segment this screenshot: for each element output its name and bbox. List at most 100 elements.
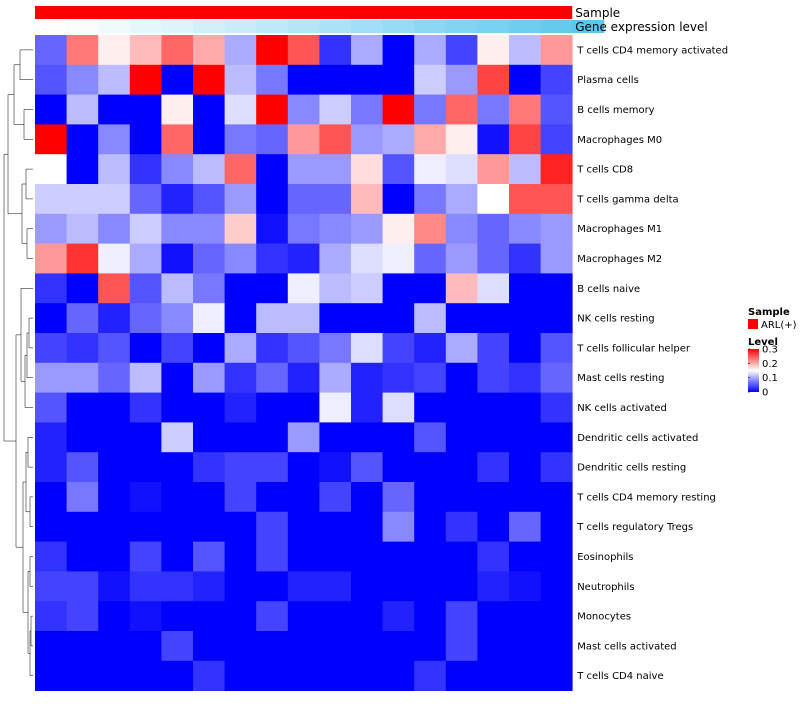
heatmap-cell [66, 94, 99, 125]
heatmap-cell [382, 482, 415, 513]
heatmap-cell [445, 273, 478, 304]
heatmap-cell [540, 482, 573, 513]
heatmap-cell [35, 511, 67, 542]
heatmap-cell [382, 35, 415, 66]
dendrogram-branch [15, 334, 23, 548]
row-label: Eosinophils [577, 552, 633, 563]
heatmap-cell [319, 154, 352, 185]
heatmap-cell [193, 452, 225, 483]
heatmap-cell [287, 64, 320, 95]
heatmap-cell [445, 362, 478, 393]
heatmap-cell [414, 601, 447, 632]
heatmap-cell [540, 273, 573, 304]
heatmap-cell [445, 243, 478, 274]
heatmap-cell [414, 452, 447, 483]
heatmap-cell [351, 273, 383, 304]
heatmap-cell [161, 124, 194, 155]
heatmap-cell [382, 64, 415, 95]
heatmap-cell [509, 511, 541, 542]
heatmap-cell [161, 541, 194, 572]
heatmap-cell [98, 333, 131, 364]
heatmap-cell [287, 303, 320, 334]
heatmap-cell [98, 422, 131, 453]
heatmap-cell [351, 303, 383, 334]
heatmap-cell [224, 35, 257, 66]
heatmap-cell [35, 660, 67, 691]
heatmap-cell [161, 94, 194, 125]
heatmap-cell [256, 511, 289, 542]
heatmap-cell [477, 243, 510, 274]
heatmap-cell [256, 243, 289, 274]
heatmap-cell [161, 35, 194, 66]
heatmap-cell [224, 154, 257, 185]
heatmap-cell [319, 184, 352, 215]
heatmap-cell [256, 273, 289, 304]
heatmap-cell [540, 511, 573, 542]
heatmap-cell [98, 452, 131, 483]
heatmap-cell [351, 124, 383, 155]
heatmap-cell [66, 631, 99, 662]
row-label: T cells CD4 memory resting [576, 492, 716, 503]
heatmap-cell [414, 94, 447, 125]
heatmap-cell [509, 184, 541, 215]
dendrogram-branch [7, 94, 22, 215]
sample-annotation-bar [35, 6, 573, 19]
heatmap-cell [98, 35, 131, 66]
heatmap-cell [477, 184, 510, 215]
heatmap-cell [319, 631, 352, 662]
heatmap-cell [161, 184, 194, 215]
legend-level-tick-label: 0.2 [762, 359, 778, 370]
row-label: Neutrophils [577, 582, 634, 593]
heatmap-cell [351, 35, 383, 66]
heatmap-cell [193, 184, 225, 215]
heatmap-cell [287, 184, 320, 215]
row-label: T cells CD4 naive [576, 671, 663, 682]
heatmap-cell [129, 482, 162, 513]
heatmap-cell [98, 94, 131, 125]
heatmap-cell [161, 213, 194, 244]
heatmap-cell [98, 392, 131, 423]
heatmap-cell [224, 94, 257, 125]
heatmap-cell [319, 213, 352, 244]
heatmap-cell [129, 660, 162, 691]
row-label: Macrophages M0 [577, 135, 662, 146]
dendrogram-branch [25, 168, 33, 200]
heatmap-cell [129, 64, 162, 95]
heatmap-cell [193, 482, 225, 513]
heatmap-cell [129, 273, 162, 304]
heatmap-cell [256, 571, 289, 602]
heatmap-cell [319, 303, 352, 334]
heatmap-cell [35, 422, 67, 453]
heatmap-cell [193, 422, 225, 453]
heatmap-cell [224, 541, 257, 572]
legend-level-colorbar [748, 349, 759, 392]
heatmap-cell [193, 303, 225, 334]
heatmap-cell [129, 184, 162, 215]
heatmap-cell [161, 452, 194, 483]
heatmap-cell [319, 273, 352, 304]
heatmap-cell [224, 243, 257, 274]
heatmap-cell [287, 362, 320, 393]
heatmap-cell [287, 273, 320, 304]
heatmap-cell [256, 35, 289, 66]
heatmap-cell [224, 511, 257, 542]
dendrogram-branch [29, 556, 33, 587]
heatmap-cell [161, 631, 194, 662]
heatmap-cell [540, 64, 573, 95]
expression-annotation-cell [509, 20, 542, 33]
heatmap-cell [382, 660, 415, 691]
heatmap-cell [224, 482, 257, 513]
heatmap-cell [98, 124, 131, 155]
heatmap-cell [193, 64, 225, 95]
heatmap-cell [256, 362, 289, 393]
dendrogram-branch [26, 228, 33, 259]
heatmap-cell [66, 64, 99, 95]
heatmap-cell [129, 631, 162, 662]
heatmap-cell [477, 392, 510, 423]
heatmap-cell [193, 511, 225, 542]
heatmap-cell [98, 243, 131, 274]
dendrogram-branch [27, 437, 33, 468]
heatmap-cell [509, 35, 541, 66]
